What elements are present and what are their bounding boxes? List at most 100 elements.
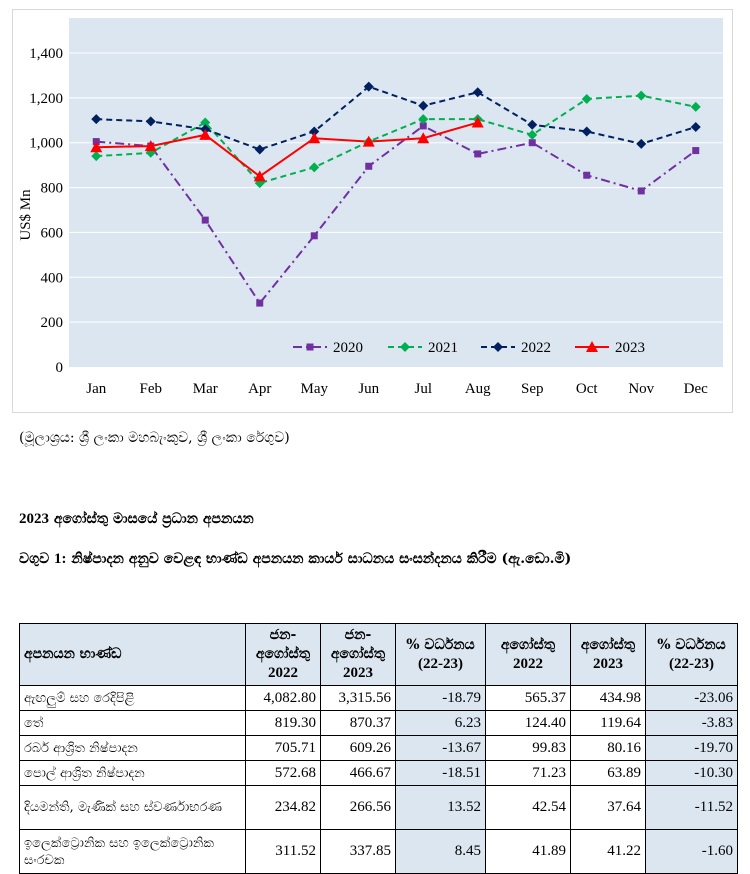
- data-point-2021: [200, 117, 211, 128]
- value-cell: 466.67: [320, 760, 396, 786]
- column-header-label: % වර්ධනය: [406, 636, 475, 653]
- plot-area: [69, 18, 723, 367]
- data-point-2020: [692, 147, 700, 155]
- y-tick-label: 1,000: [29, 136, 63, 152]
- data-point-2023: [471, 116, 484, 128]
- source-note: (මූලාශ්‍රය: ශ්‍රී ලංකා මහබැංකුව, ශ්‍රී ල…: [19, 430, 290, 446]
- product-name-cell: දියමන්ති, මැණික් සහ ස්වර්ණාභරණ: [19, 785, 246, 830]
- table-header-row: අපනයන භාණ්ඩ ජන-අගෝස්තු 2022 ජන-අගෝස්තු 2023%…: [19, 623, 738, 686]
- data-point-2022: [363, 81, 374, 92]
- value-cell: -11.52: [645, 785, 738, 830]
- value-cell: 266.56: [320, 785, 396, 830]
- value-cell: 434.98: [570, 685, 646, 711]
- column-header-year: 2022: [268, 665, 298, 681]
- value-cell: 234.82: [245, 785, 321, 830]
- table-title-text: නිෂ්පාදන අනුව වෙළඳ භාණ්ඩ අපනයන කාර්ය සාධ…: [66, 551, 572, 567]
- value-cell: 63.89: [570, 760, 646, 786]
- series-line-2020: [96, 124, 697, 305]
- section-title-text: අගෝස්තු මාසයේ ප්‍රධාන අපනයන: [49, 511, 254, 527]
- table-row: තේ 819.30 870.37 6.23 124.40 119.64 -3.83: [19, 710, 738, 736]
- legend-label-2022: 2022: [521, 340, 551, 356]
- value-cell: -10.30: [645, 760, 738, 786]
- data-point-2022: [690, 122, 701, 133]
- x-tick-label: Sep: [521, 381, 544, 397]
- legend-label-2020: 2020: [333, 340, 363, 356]
- data-point-2021: [690, 101, 701, 112]
- section-title: 2023 අගෝස්තු මාසයේ ප්‍රධාන අපනයන: [19, 511, 254, 528]
- table-row: ඉලෙක්ට්‍රොනික සහ ඉලෙක්ට්‍රොනික සංරචක 311.…: [19, 829, 738, 874]
- x-tick-label: Apr: [248, 381, 271, 397]
- table-row: පොල් ආශ්‍රිත නිෂ්පාදන 572.68 466.67 -18.51 7…: [19, 760, 738, 786]
- legend-marker-2021: [400, 342, 410, 352]
- data-point-2020: [201, 216, 209, 224]
- data-point-2023: [144, 140, 157, 152]
- value-cell: 124.40: [485, 710, 571, 736]
- line-chart: 0 200 400 600 800 1,000 1,200 1,400 Jan Feb Mar Ap…: [12, 9, 733, 413]
- column-header: % වර්ධනය (22-23): [645, 623, 738, 686]
- value-cell: 41.89: [485, 829, 571, 874]
- data-point-2020: [637, 187, 645, 195]
- value-cell: 609.26: [320, 735, 396, 761]
- legend-marker-2020: [306, 343, 314, 351]
- value-cell: 565.37: [485, 685, 571, 711]
- value-cell: 705.71: [245, 735, 321, 761]
- data-point-2021: [309, 162, 320, 173]
- column-header: ජන-අගෝස්තු 2022: [245, 623, 321, 686]
- value-cell: -19.70: [645, 735, 738, 761]
- data-point-2022: [527, 119, 538, 130]
- value-cell: 6.23: [395, 710, 486, 736]
- column-header-year: (22-23): [669, 655, 714, 672]
- column-header-label: % වර්ධනය: [657, 636, 726, 653]
- y-tick-label: 800: [41, 181, 64, 197]
- value-cell: 572.68: [245, 760, 321, 786]
- table-row: ඇඟලුම් සහ රෙදිපිළි 4,082.80 3,315.56 -18.79…: [19, 685, 738, 711]
- data-point-2022: [636, 138, 647, 149]
- column-header: අපනයන භාණ්ඩ: [19, 623, 246, 686]
- table-row: රබර් ආශ්‍රිත නිෂ්පාදන 705.71 609.26 -13.67 9…: [19, 735, 738, 761]
- table-number: 1:: [54, 551, 67, 567]
- column-header-label: අගෝස්තු: [500, 636, 556, 653]
- section-year: 2023: [19, 511, 49, 527]
- data-point-2022: [472, 87, 483, 98]
- data-point-2022: [145, 116, 156, 127]
- value-cell: 13.52: [395, 785, 486, 830]
- x-tick-label: Mar: [193, 381, 218, 397]
- data-point-2023: [253, 170, 266, 182]
- x-tick-label: Jan: [86, 381, 106, 397]
- data-point-2023: [417, 132, 430, 144]
- value-cell: 42.54: [485, 785, 571, 830]
- table-title-prefix: වගුව: [19, 551, 55, 567]
- x-tick-label: Oct: [576, 381, 598, 397]
- legend-marker-2023: [586, 341, 598, 352]
- value-cell: 819.30: [245, 710, 321, 736]
- value-cell: 80.16: [570, 735, 646, 761]
- x-tick-label: Jun: [358, 381, 379, 397]
- value-cell: 41.22: [570, 829, 646, 874]
- exports-table: අපනයන භාණ්ඩ ජන-අගෝස්තු 2022 ජන-අගෝස්තු 2023%…: [19, 623, 738, 874]
- data-point-2023: [199, 128, 212, 140]
- column-header-label: අපනයන භාණ්ඩ: [24, 646, 122, 662]
- column-header-label: ජන-අගෝස්තු: [255, 627, 311, 662]
- data-point-2020: [583, 171, 591, 179]
- value-cell: -23.06: [645, 685, 738, 711]
- column-header-year: 2022: [513, 655, 543, 672]
- x-tick-label: Feb: [140, 381, 163, 397]
- data-point-2021: [527, 129, 538, 140]
- data-point-2020: [310, 232, 318, 240]
- column-header-year: 2023: [343, 665, 373, 681]
- column-header: ජන-අගෝස්තු 2023: [320, 623, 396, 686]
- data-point-2022: [91, 114, 102, 125]
- value-cell: 37.64: [570, 785, 646, 830]
- data-point-2022: [254, 144, 265, 155]
- x-tick-label: Nov: [628, 381, 654, 397]
- data-point-2023: [308, 132, 321, 144]
- chart-svg: 0 200 400 600 800 1,000 1,200 1,400 Jan Feb Mar Ap…: [18, 18, 723, 397]
- data-point-2022: [309, 126, 320, 137]
- series-line-2022: [96, 85, 697, 151]
- value-cell: -18.79: [395, 685, 486, 711]
- series-line-2021: [96, 94, 696, 185]
- y-tick-label: 1,400: [29, 46, 63, 62]
- product-name-cell: ඇඟලුම් සහ රෙදිපිළි: [19, 685, 246, 711]
- value-cell: -18.51: [395, 760, 486, 786]
- legend-label-2023: 2023: [615, 340, 645, 356]
